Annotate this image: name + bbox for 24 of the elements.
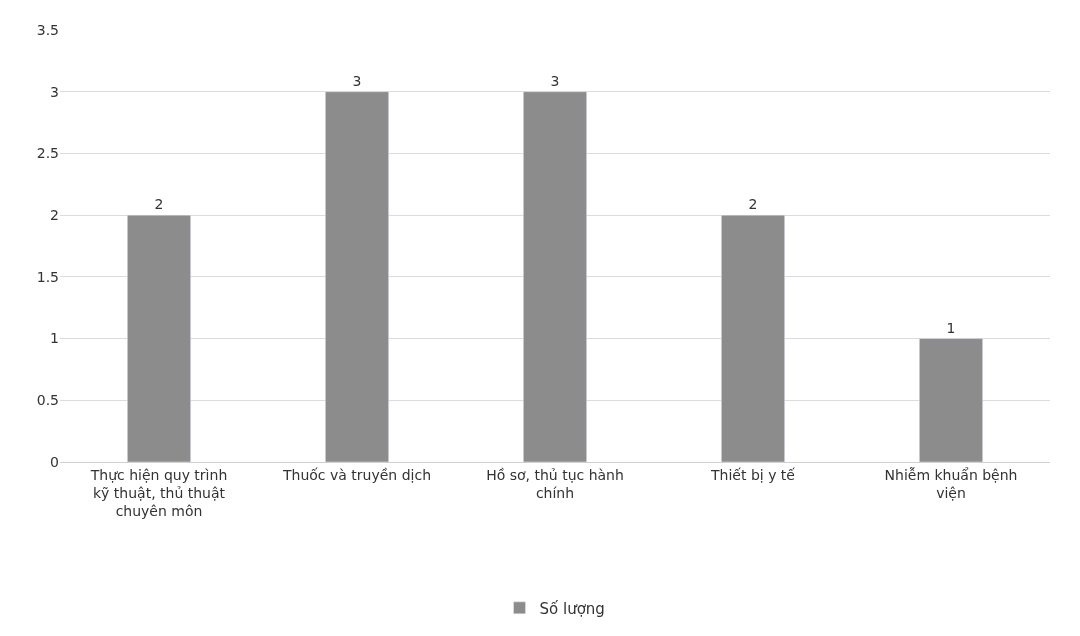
bar bbox=[523, 91, 587, 462]
x-tick-label: Nhiễm khuẩn bệnh viện bbox=[884, 466, 1018, 501]
data-label: 2 bbox=[154, 196, 164, 213]
y-tick-label: 0 bbox=[50, 453, 59, 470]
data-label: 3 bbox=[550, 72, 560, 89]
data-label: 3 bbox=[352, 72, 362, 89]
y-tick-label: 1.5 bbox=[36, 268, 59, 285]
bar bbox=[127, 214, 191, 462]
bar bbox=[721, 214, 785, 462]
x-tick-label: Thuốc và truyền dịch bbox=[281, 466, 432, 483]
y-tick-label: 2.5 bbox=[36, 145, 59, 162]
x-tick-label: Hồ sơ, thủ tục hành chính bbox=[486, 466, 624, 501]
y-tick-label: 1 bbox=[50, 330, 59, 347]
data-label: 2 bbox=[748, 196, 758, 213]
x-tick-label: Thực hiện quy trình kỹ thuật, thủ thuật chuyên môn bbox=[89, 466, 228, 520]
bar bbox=[919, 338, 983, 462]
y-tick-label: 3.5 bbox=[36, 21, 59, 38]
x-tick-label: Thiết bị y tế bbox=[710, 466, 796, 483]
bar bbox=[325, 91, 389, 462]
legend-label: Số lượng bbox=[539, 599, 605, 618]
y-tick-label: 2 bbox=[50, 207, 59, 224]
y-tick-label: 0.5 bbox=[36, 392, 59, 409]
y-tick-label: 3 bbox=[50, 83, 59, 100]
data-label: 1 bbox=[946, 319, 956, 336]
